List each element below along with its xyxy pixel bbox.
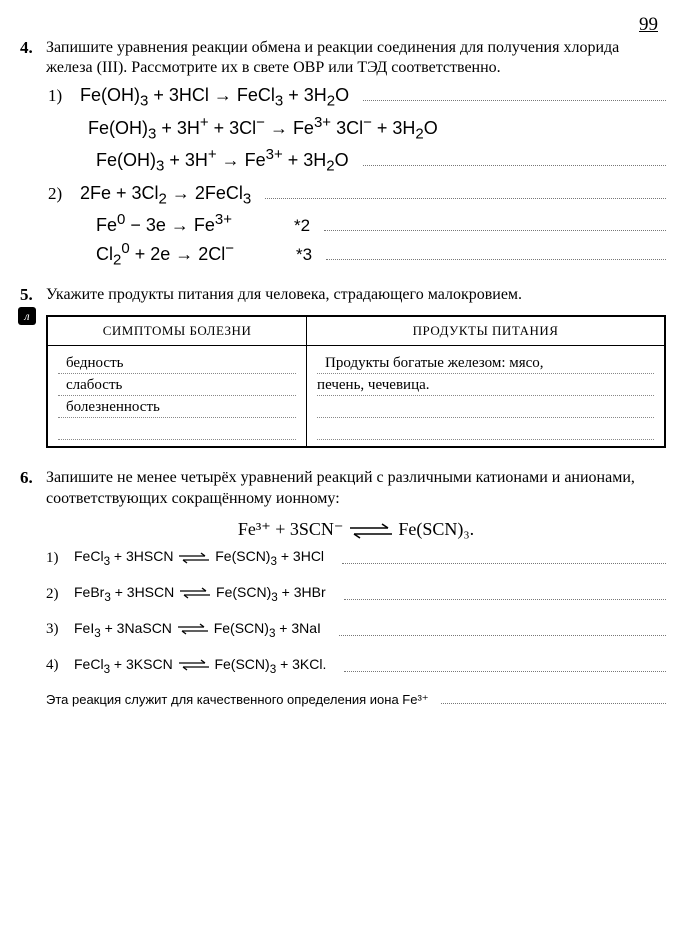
- list-num: 1): [46, 550, 74, 567]
- task-5: 5. л Укажите продукты питания для челове…: [46, 285, 666, 448]
- task-6-text: Запишите не менее четырёх уравнений реак…: [46, 468, 666, 509]
- list-num: 4): [46, 657, 74, 674]
- multiplier: *2: [232, 216, 310, 236]
- task-6: 6. Запишите не менее четырёх уравнений р…: [46, 468, 666, 707]
- foods-cell: Продукты богатые железом: мясо, печень, …: [307, 346, 665, 448]
- equation: Fe0 − 3e → Fe3+: [80, 211, 232, 236]
- task-6-number: 6.: [20, 468, 33, 488]
- page-number: 99: [639, 14, 658, 36]
- book-icon: л: [18, 307, 36, 325]
- list-equation: FeCl3 + 3HSCN Fe(SCN)3 + 3HCl: [74, 548, 324, 568]
- table-header: СИМПТОМЫ БОЛЕЗНИ: [47, 316, 307, 346]
- answer-line: [344, 588, 666, 600]
- food-table: СИМПТОМЫ БОЛЕЗНИ ПРОДУКТЫ ПИТАНИЯ беднос…: [46, 315, 666, 448]
- cell-line: Продукты богатые железом: мясо,: [317, 352, 654, 374]
- task-5-number: 5.: [20, 285, 33, 305]
- task-4-text: Запишите уравнения реакции обмена и реак…: [46, 38, 666, 79]
- symptoms-cell: бедность слабость болезненность: [47, 346, 307, 448]
- ionic-equation: Fe³⁺ + 3SCN⁻ Fe(SCN)₃.: [46, 519, 666, 540]
- eq-num: 2): [46, 184, 80, 204]
- ion-eq-left: Fe³⁺ + 3SCN⁻: [238, 519, 344, 539]
- task-6-footnote: Эта реакция служит для качественного опр…: [46, 682, 666, 708]
- table-header: ПРОДУКТЫ ПИТАНИЯ: [307, 316, 665, 346]
- cell-line: [58, 418, 296, 440]
- answer-line: [441, 692, 666, 704]
- task-5-text: Укажите продукты питания для человека, с…: [46, 285, 666, 305]
- answer-line: [363, 87, 666, 101]
- answer-line: [363, 152, 666, 166]
- eq-num: 1): [46, 86, 80, 106]
- list-equation: FeI3 + 3NaSCN Fe(SCN)3 + 3NaI: [74, 620, 321, 640]
- footnote-text: Эта реакция служит для качественного опр…: [46, 692, 429, 708]
- answer-line: [324, 217, 666, 231]
- list-num: 2): [46, 586, 74, 603]
- task-6-equations: 1) FeCl3 + 3HSCN Fe(SCN)3 + 3HCl 2) FeBr…: [46, 548, 666, 675]
- answer-line: [342, 552, 666, 564]
- equilibrium-arrow-icon: [348, 523, 394, 539]
- ion-eq-right: Fe(SCN)₃.: [398, 519, 474, 539]
- list-equation: FeBr3 + 3HSCN Fe(SCN)3 + 3HBr: [74, 584, 326, 604]
- answer-line: [344, 660, 666, 672]
- list-num: 3): [46, 621, 74, 638]
- task-4-equations: 1)Fe(OH)3 + 3HCl → FeCl3 + 3H2O Fe(OH)3 …: [46, 85, 666, 269]
- equation: Fe(OH)3 + 3H+ + 3Cl− → Fe3+ 3Cl− + 3H2O: [80, 114, 438, 143]
- cell-line: печень, чечевица.: [317, 374, 654, 396]
- equation: 2Fe + 3Cl2 → 2FeCl3: [80, 183, 251, 208]
- equation: Cl20 + 2e → 2Cl−: [80, 240, 234, 269]
- multiplier: *3: [234, 245, 312, 265]
- task-4: 4. Запишите уравнения реакции обмена и р…: [46, 38, 666, 269]
- answer-line: [265, 185, 666, 199]
- cell-line: [317, 396, 654, 418]
- equation: Fe(OH)3 + 3HCl → FeCl3 + 3H2O: [80, 85, 349, 110]
- cell-line: болезненность: [58, 396, 296, 418]
- cell-line: слабость: [58, 374, 296, 396]
- equation: Fe(OH)3 + 3H+ → Fe3+ + 3H2O: [80, 146, 349, 175]
- list-equation: FeCl3 + 3KSCN Fe(SCN)3 + 3KCl.: [74, 656, 326, 676]
- cell-line: [317, 418, 654, 440]
- task-4-number: 4.: [20, 38, 33, 58]
- answer-line: [339, 624, 666, 636]
- cell-line: бедность: [58, 352, 296, 374]
- answer-line: [326, 246, 666, 260]
